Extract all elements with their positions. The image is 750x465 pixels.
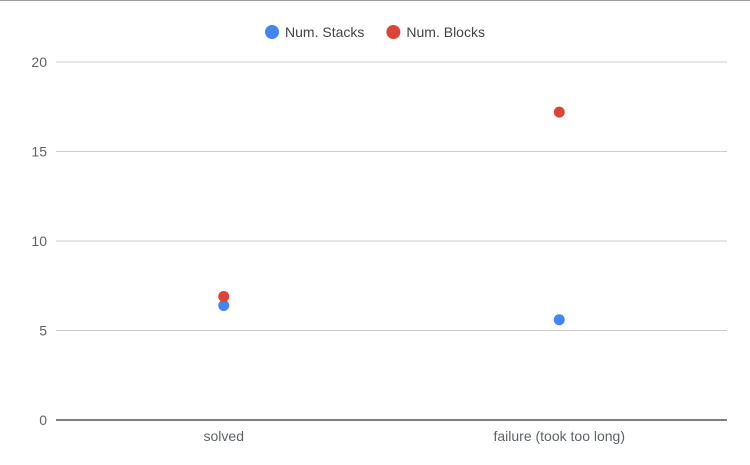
x-category-label: failure (took too long) — [493, 428, 625, 444]
point-num-stacks[interactable] — [553, 314, 565, 326]
point-num-blocks[interactable] — [218, 290, 230, 302]
y-tick-label: 0 — [39, 412, 47, 428]
legend: Num. Stacks Num. Blocks — [265, 24, 485, 40]
legend-marker — [265, 25, 280, 39]
legend-label: Num. Stacks — [285, 24, 364, 40]
y-tick-label: 20 — [31, 54, 47, 70]
y-tick-label: 10 — [31, 233, 47, 249]
point-num-stacks[interactable] — [218, 299, 230, 311]
legend-marker — [386, 25, 401, 39]
x-axis-categories: solved failure (took too long) — [204, 428, 626, 444]
legend-label: Num. Blocks — [406, 24, 485, 40]
y-tick-label: 15 — [31, 144, 47, 160]
x-category-label: solved — [204, 428, 244, 444]
legend-item-num-blocks[interactable]: Num. Blocks — [386, 24, 485, 40]
legend-item-num-stacks[interactable]: Num. Stacks — [265, 24, 364, 40]
point-num-blocks[interactable] — [553, 106, 565, 118]
gridlines — [56, 61, 727, 421]
data-points — [218, 106, 565, 326]
y-axis-ticks: 0 5 10 15 20 — [31, 54, 47, 428]
y-tick-label: 5 — [39, 323, 47, 339]
top-border — [0, 0, 750, 1]
